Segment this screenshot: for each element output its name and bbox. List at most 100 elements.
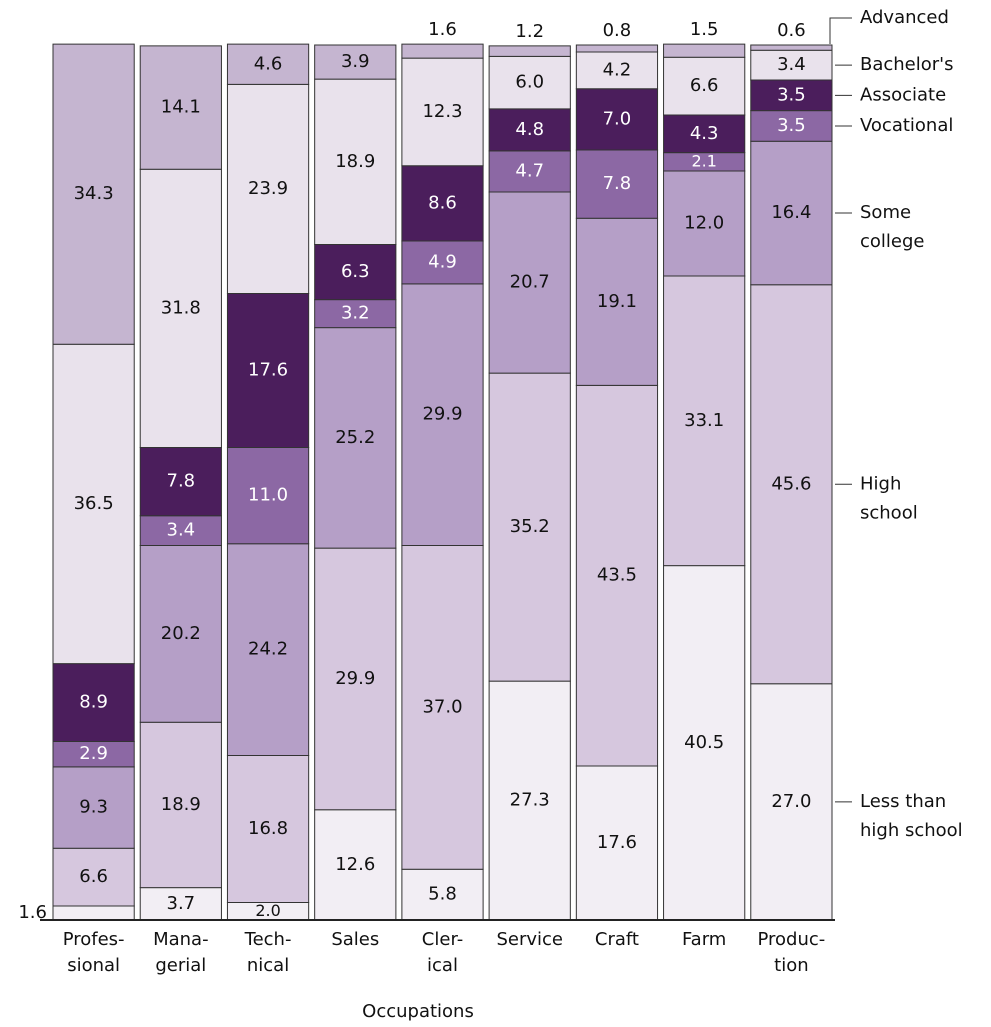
bar-segment: [663, 43, 746, 58]
x-tick-label: Cler-ical: [422, 929, 463, 976]
value-label: 36.5: [74, 493, 114, 514]
value-label: 3.5: [777, 115, 806, 136]
value-label: 4.6: [254, 53, 283, 74]
bar-segment: [314, 244, 397, 301]
bar-segment: [139, 887, 222, 921]
bar-segment: [139, 545, 222, 723]
bar-segment: [750, 110, 833, 142]
bar-segment: [52, 43, 135, 345]
x-tick-label: Sales: [331, 929, 379, 950]
value-label: 0.8: [603, 20, 632, 41]
value-label: 29.9: [422, 404, 462, 425]
value-label: 27.3: [510, 790, 550, 811]
value-label: 33.1: [684, 410, 724, 431]
bar-segment: [139, 721, 222, 889]
legend-label: Associate: [860, 84, 946, 105]
value-label: 8.9: [79, 692, 108, 713]
value-label: 4.3: [690, 123, 719, 144]
bar-segment: [401, 868, 484, 921]
value-label: 20.2: [161, 623, 201, 644]
value-label: 1.2: [515, 21, 544, 42]
value-label: 40.5: [684, 732, 724, 753]
bar-segment: [750, 284, 833, 685]
value-label: 16.8: [248, 818, 288, 839]
bar-segment: [401, 240, 484, 285]
value-label: 43.5: [597, 565, 637, 586]
bar-segment: [663, 275, 746, 567]
value-label: 23.9: [248, 178, 288, 199]
bar-segment: [401, 283, 484, 546]
bar-segment: [52, 847, 135, 907]
value-label: 35.2: [510, 516, 550, 537]
bar-segment: [575, 88, 659, 151]
bar-segment: [314, 78, 397, 245]
value-label: 9.3: [79, 797, 108, 818]
bar-segment: [575, 765, 659, 921]
value-label: 6.6: [690, 75, 719, 96]
value-label: 17.6: [248, 360, 288, 381]
bar-segment: [750, 44, 833, 51]
bar-segment: [750, 49, 833, 81]
bar-segment: [488, 55, 571, 110]
value-label: 4.7: [515, 160, 544, 181]
bar-segment: [226, 293, 310, 448]
value-label: 7.8: [603, 173, 632, 194]
x-tick-label: Mana-gerial: [153, 929, 209, 976]
bar-segment: [750, 683, 833, 921]
value-label: 6.3: [341, 261, 370, 282]
value-label: 4.8: [515, 119, 544, 140]
x-axis-title: Occupations: [362, 1001, 474, 1022]
value-label: 7.8: [167, 471, 196, 492]
bar-segment: [226, 755, 310, 903]
value-label: 1.5: [690, 19, 719, 40]
value-label: 8.6: [428, 192, 457, 213]
bar-segment: [139, 447, 222, 517]
bar-segment: [52, 663, 135, 742]
bar-segment: [663, 170, 746, 277]
value-label: 31.8: [161, 297, 201, 318]
value-label: 2.9: [79, 743, 108, 764]
bar-segment: [314, 44, 397, 80]
legend-label: High school: [860, 473, 918, 523]
bar-segment: [663, 56, 746, 116]
value-label: 3.7: [167, 893, 196, 914]
value-label: 18.9: [335, 151, 375, 172]
value-label: 5.8: [428, 884, 457, 905]
value-label: 6.6: [79, 866, 108, 887]
bar-segment: [226, 43, 310, 85]
value-label: 3.4: [777, 54, 806, 75]
legend-label: Advanced: [860, 7, 949, 28]
x-tick-label: Service: [496, 929, 563, 950]
bar-segment: [226, 447, 310, 545]
value-label: 27.0: [771, 791, 811, 812]
bar-segment: [750, 140, 833, 286]
bar-segment: [575, 44, 659, 53]
value-label: 16.4: [771, 202, 811, 223]
value-label: 2.0: [255, 901, 280, 920]
x-tick-label: Profes-sional: [63, 929, 125, 976]
value-label: 2.1: [691, 151, 716, 170]
value-label: 25.2: [335, 427, 375, 448]
value-label: 1.6: [18, 902, 47, 923]
bar-segment: [401, 545, 484, 870]
bar-segment: [401, 57, 484, 167]
bar-segment: [226, 543, 310, 756]
legend-label: Some college: [860, 202, 925, 252]
value-label: 12.3: [422, 101, 462, 122]
legend-label: Vocational: [860, 115, 953, 136]
bar-segment: [314, 809, 397, 921]
value-label: 14.1: [161, 97, 201, 118]
value-label: 34.3: [74, 183, 114, 204]
value-label: 7.0: [603, 108, 632, 129]
bar-segment: [314, 327, 397, 549]
value-label: 20.7: [510, 272, 550, 293]
legend-leader: [829, 17, 852, 44]
value-label: 29.9: [335, 668, 375, 689]
bar-segment: [488, 150, 571, 193]
value-label: 17.6: [597, 832, 637, 853]
x-tick-label: Farm: [682, 929, 726, 950]
legend-label: Less than high school: [860, 791, 963, 841]
bar-segment: [226, 83, 310, 294]
bar-segment: [488, 45, 571, 57]
bar-segment: [139, 45, 222, 170]
